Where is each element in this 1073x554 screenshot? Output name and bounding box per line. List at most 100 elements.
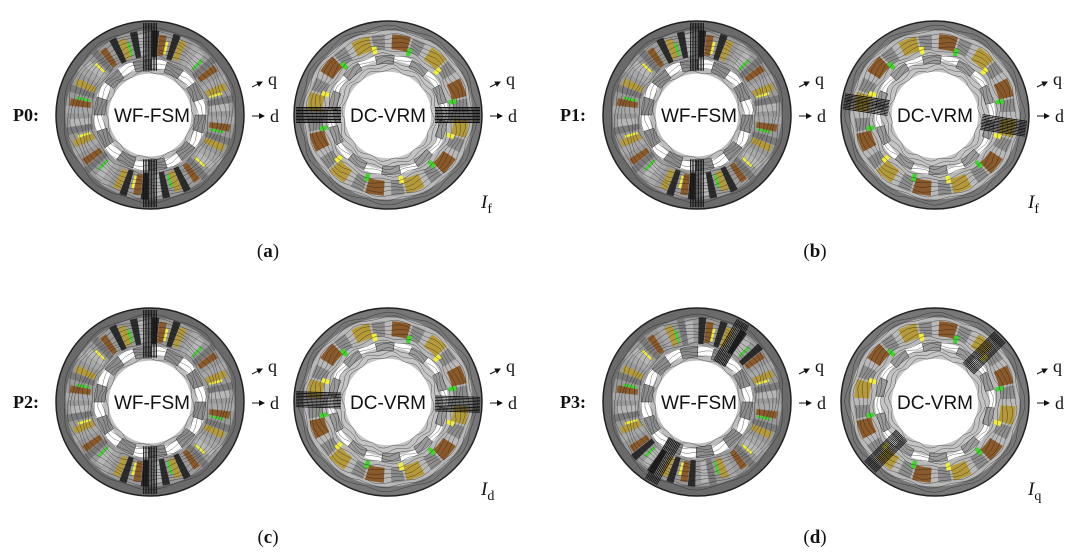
fsm-armature-coil — [674, 329, 681, 343]
current-label: Id — [480, 479, 494, 504]
vrm-flux-bundle — [295, 397, 342, 400]
fsm-flux-line — [96, 63, 203, 167]
fsm-shaft-bore — [108, 360, 192, 444]
fsm-slot — [133, 460, 143, 483]
vrm-shaft-bore — [891, 71, 979, 159]
vrm-flux-bundle — [434, 405, 481, 409]
fsm-stator-tooth — [720, 166, 738, 193]
fsm-flux-line — [90, 54, 210, 176]
vrm-field-slot — [423, 47, 447, 70]
wf-fsm-machine — [602, 307, 792, 497]
vrm-flux-line — [888, 355, 982, 449]
fsm-stator-tooth — [186, 444, 209, 469]
fsm-slot — [621, 78, 644, 93]
fsm-q-axis-label: q — [815, 356, 824, 376]
fsm-stator-tooth — [751, 418, 779, 433]
vrm-q-axis-label: q — [1053, 356, 1062, 376]
fsm-flux-bundle — [718, 321, 744, 364]
fsm-slot — [113, 455, 128, 478]
fsm-flux-line — [69, 35, 230, 195]
fsm-slot — [733, 50, 752, 71]
vrm-stator-tooth — [319, 150, 340, 170]
fsm-slot — [756, 390, 778, 399]
fsm-shaft-bore — [108, 73, 192, 157]
vrm-flux-bundle — [869, 434, 903, 468]
fsm-slot — [755, 122, 778, 132]
vrm-flux-bundle — [873, 439, 907, 472]
fsm-rotor-tooth — [663, 150, 684, 169]
fsm-stator-tooth — [77, 64, 104, 85]
vrm-armature-coil — [319, 125, 328, 132]
vrm-stator-tooth — [446, 422, 465, 440]
fsm-armature-coil — [209, 92, 223, 99]
fsm-rotor-tooth — [104, 355, 125, 376]
fsm-stator-tooth — [129, 318, 142, 346]
fsm-armature-coil — [713, 461, 720, 475]
fsm-slot — [646, 47, 665, 68]
caption-letter: c — [264, 527, 272, 548]
vrm-flux-bundle — [867, 432, 900, 466]
fsm-armature-coil — [77, 418, 91, 425]
vrm-d-axis-label: d — [1055, 393, 1064, 413]
vrm-flux-line — [853, 33, 1018, 198]
fsm-flux-line — [613, 30, 780, 200]
fsm-stator-tooth — [99, 161, 120, 188]
current-symbol: I — [480, 192, 489, 213]
fsm-flux-bundle — [646, 437, 672, 480]
fsm-flux-line — [105, 70, 195, 160]
fsm-slot — [616, 118, 638, 127]
fsm-flux-line — [77, 43, 223, 187]
vrm-d-axis-label: d — [508, 106, 517, 126]
vrm-flux-bundle — [844, 99, 889, 107]
vrm-flux-bundle — [844, 93, 890, 102]
current-subscript: d — [487, 489, 494, 504]
fsm-stator-tooth — [733, 157, 756, 182]
fsm-slot — [69, 385, 92, 395]
vrm-armature-coil — [398, 462, 405, 471]
fsm-slot — [660, 168, 675, 191]
vrm-stator-tooth — [937, 466, 952, 483]
fsm-stator-tooth — [158, 458, 171, 486]
fsm-slot — [744, 351, 765, 370]
fsm-rotor-tooth — [132, 58, 152, 73]
vrm-armature-coil — [918, 46, 925, 55]
vrm-label: DC-VRM — [897, 106, 973, 127]
vrm-flux-line — [315, 329, 462, 476]
wf-fsm-machine — [55, 20, 245, 210]
fsm-rotor-tooth — [96, 127, 114, 149]
fsm-q-axis-label: q — [268, 356, 277, 376]
fsm-armature-coil — [210, 128, 224, 134]
vrm-armature-coil — [910, 460, 918, 469]
fsm-q-axis-arrow — [798, 81, 810, 88]
fsm-stator-tooth — [66, 123, 94, 136]
vrm-rotor-tooth — [955, 60, 976, 77]
fsm-flux-bundle — [715, 320, 741, 363]
fsm-flux-line — [637, 54, 757, 176]
fsm-stator-tooth — [630, 438, 655, 461]
fsm-flux-bundle — [647, 438, 673, 481]
fsm-slot — [755, 409, 778, 419]
fsm-slot — [157, 321, 167, 344]
vrm-flux-line — [872, 339, 998, 465]
fsm-stator-tooth — [687, 459, 696, 487]
vrm-flux-line — [848, 315, 1022, 489]
vrm-flux-bundle — [843, 100, 889, 109]
wf-fsm-machine — [55, 307, 245, 497]
vrm-flux-bundle — [843, 103, 889, 112]
fsm-flux-line — [70, 322, 231, 482]
fsm-flux-bundle — [721, 323, 747, 366]
vrm-rotor-tooth — [922, 55, 942, 65]
row-label: P3: — [560, 392, 586, 412]
vrm-rotor-tooth — [328, 90, 342, 111]
current-subscript: f — [1034, 202, 1039, 217]
vrm-flux-bundle — [435, 399, 481, 403]
vrm-q-axis-label: q — [506, 356, 515, 376]
fsm-stator-tooth — [676, 318, 689, 346]
vrm-flux-bundle — [874, 440, 908, 473]
fsm-slot — [209, 103, 231, 112]
vrm-flux-bundle — [972, 340, 1005, 374]
vrm-flux-bundle — [982, 115, 1028, 124]
fsm-stator-tooth — [646, 161, 667, 188]
vrm-flux-bundle — [968, 337, 1002, 371]
